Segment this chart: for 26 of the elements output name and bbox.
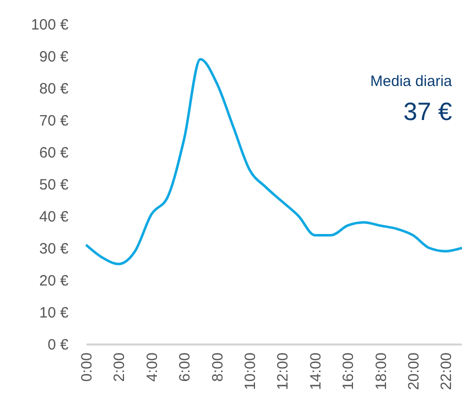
annotation: Media diaria	[370, 73, 453, 90]
y-tick-label: 20 €	[39, 272, 70, 290]
y-tick-label: 0 €	[48, 336, 70, 354]
x-tick-label: 16:00	[340, 352, 358, 390]
y-tick-label: 70 €	[39, 112, 70, 130]
x-tick-label: 4:00	[144, 352, 161, 382]
y-tick-label: 80 €	[39, 80, 70, 98]
x-tick-label: 0:00	[78, 352, 96, 382]
x-tick-label: 8:00	[209, 352, 226, 382]
y-tick-label: 100 €	[30, 16, 70, 34]
x-tick-label: 20:00	[405, 352, 422, 390]
y-tick-label: 90 €	[39, 48, 70, 66]
line-series	[84, 58, 462, 266]
annotation: 37 €	[403, 98, 452, 126]
y-tick-label: 40 €	[39, 208, 70, 226]
x-tick-label: 10:00	[242, 352, 259, 390]
x-tick-label: 6:00	[176, 352, 194, 382]
x-tick-label: 2:00	[111, 352, 128, 382]
y-tick-label: 30 €	[39, 240, 70, 258]
y-tick-label: 60 €	[39, 144, 70, 162]
x-tick-label: 22:00	[438, 352, 456, 390]
x-tick-label: 14:00	[307, 352, 324, 390]
y-tick-label: 50 €	[39, 176, 70, 194]
x-tick-label: 12:00	[274, 352, 292, 390]
x-tick-label: 18:00	[372, 352, 390, 390]
y-tick-label: 10 €	[39, 304, 70, 322]
